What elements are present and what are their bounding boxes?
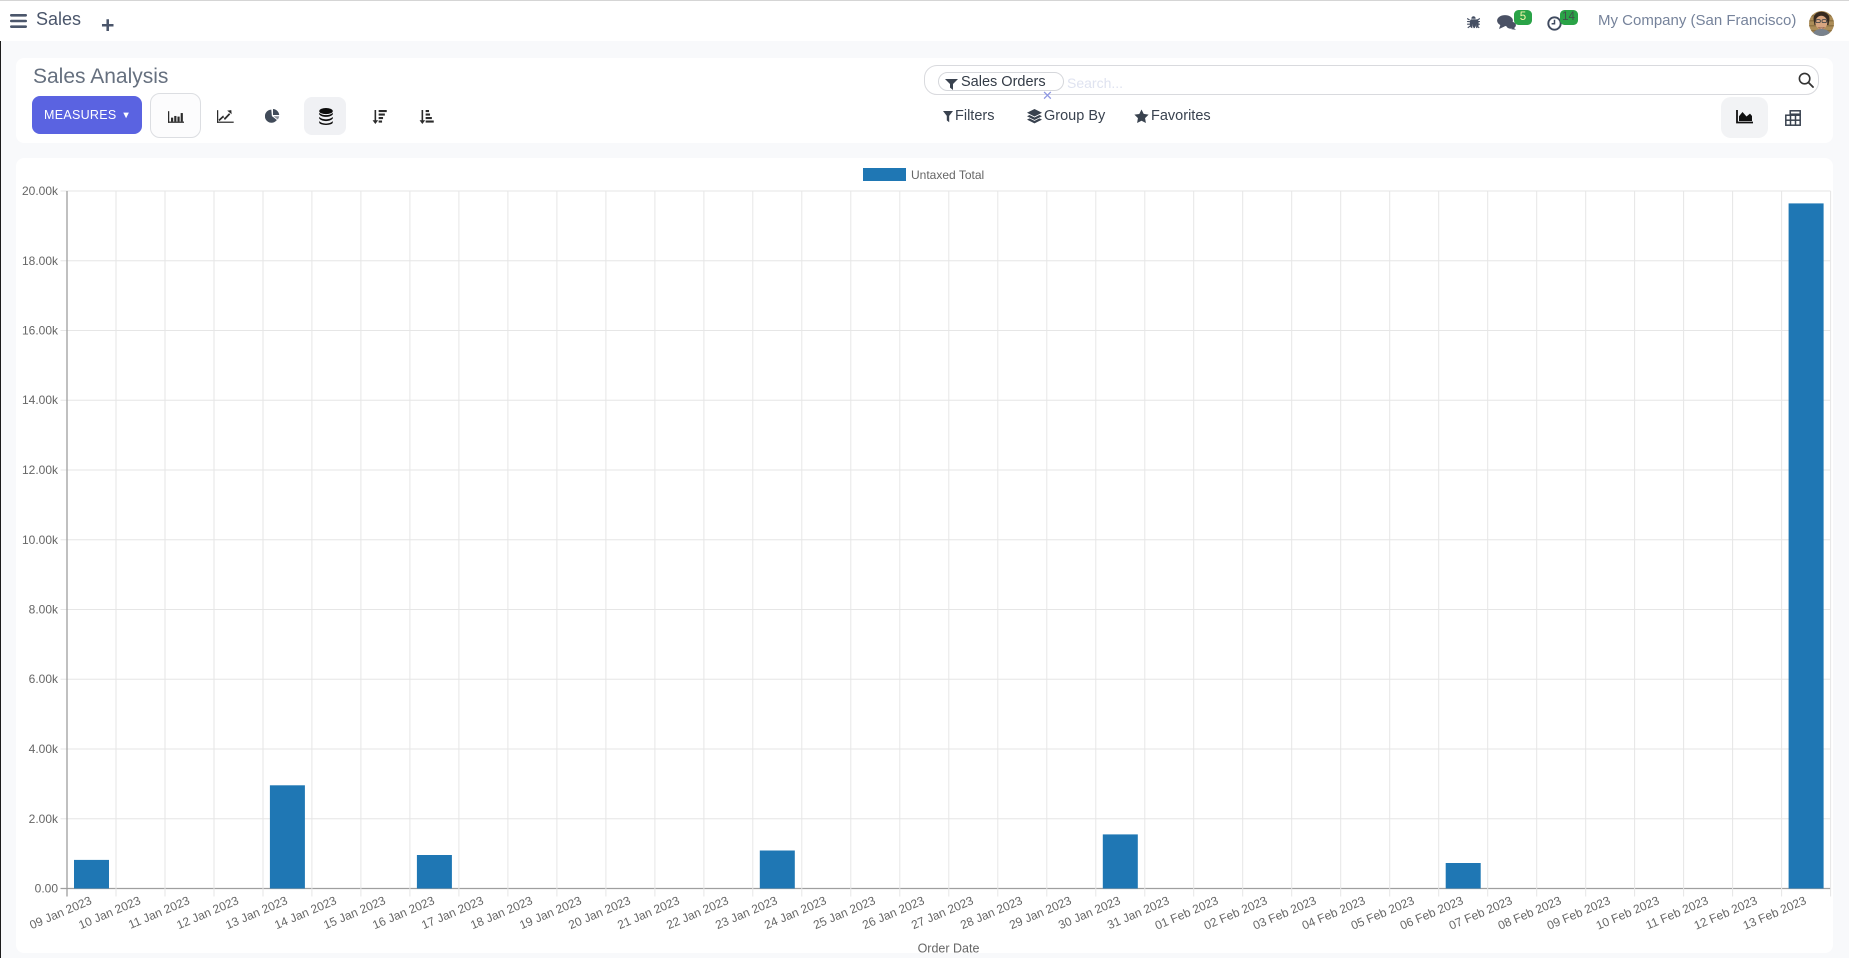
svg-text:14.00k: 14.00k	[22, 393, 59, 407]
svg-text:12.00k: 12.00k	[22, 463, 59, 477]
svg-text:18.00k: 18.00k	[22, 254, 59, 268]
svg-text:6.00k: 6.00k	[29, 672, 59, 686]
svg-text:4.00k: 4.00k	[29, 742, 59, 756]
svg-text:8.00k: 8.00k	[29, 603, 59, 617]
svg-text:Untaxed Total: Untaxed Total	[911, 168, 984, 182]
svg-text:Order Date: Order Date	[918, 942, 980, 954]
svg-text:10.00k: 10.00k	[22, 533, 59, 547]
svg-text:2.00k: 2.00k	[29, 812, 59, 826]
svg-text:0.00: 0.00	[35, 882, 59, 896]
svg-text:20.00k: 20.00k	[22, 184, 59, 198]
svg-text:16.00k: 16.00k	[22, 324, 59, 338]
